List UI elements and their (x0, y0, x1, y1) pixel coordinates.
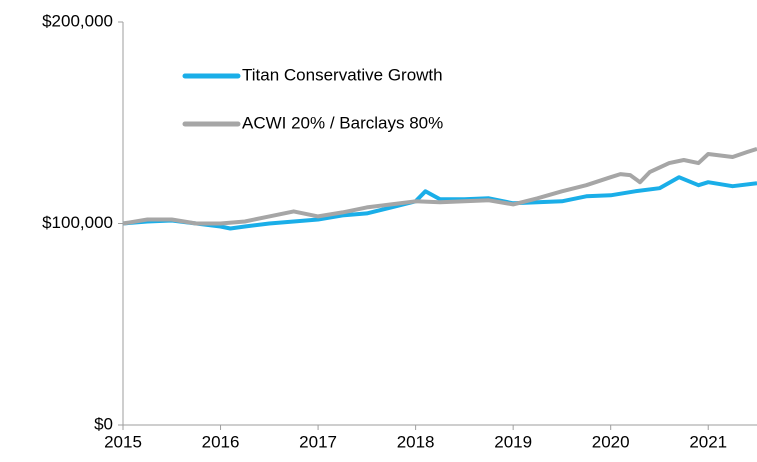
x-tick-label: 2015 (104, 432, 142, 451)
legend-label: ACWI 20% / Barclays 80% (242, 113, 443, 132)
series-line (122, 175, 757, 231)
y-tick-label: $200,000 (42, 11, 113, 30)
series-line (122, 146, 757, 226)
x-tick-label: 2020 (592, 432, 630, 451)
x-tick-label: 2017 (299, 432, 337, 451)
x-tick-label: 2018 (397, 432, 435, 451)
y-tick-label: $0 (94, 414, 113, 433)
legend-label: Titan Conservative Growth (242, 65, 443, 84)
y-tick-label: $100,000 (42, 213, 113, 232)
x-tick-label: 2016 (202, 432, 240, 451)
x-tick-label: 2019 (494, 432, 532, 451)
x-tick-label: 2021 (689, 432, 727, 451)
